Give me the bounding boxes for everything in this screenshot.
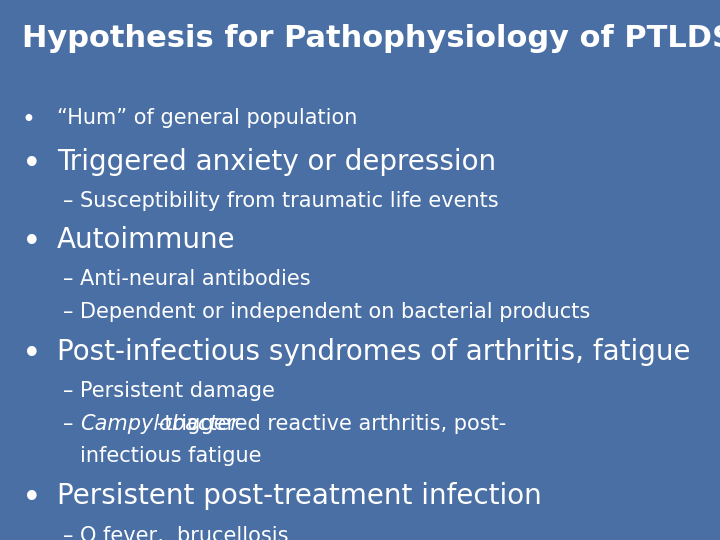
Text: – Dependent or independent on bacterial products: – Dependent or independent on bacterial … — [63, 302, 590, 322]
Text: Triggered anxiety or depression: Triggered anxiety or depression — [57, 148, 496, 176]
Text: Autoimmune: Autoimmune — [57, 226, 235, 254]
Text: – Q fever,  brucellosis: – Q fever, brucellosis — [63, 525, 288, 540]
Text: •: • — [22, 482, 41, 515]
Text: – Susceptibility from traumatic life events: – Susceptibility from traumatic life eve… — [63, 191, 498, 211]
Text: Hypothesis for Pathophysiology of PTLDS: Hypothesis for Pathophysiology of PTLDS — [22, 24, 720, 53]
Text: Post-infectious syndromes of arthritis, fatigue: Post-infectious syndromes of arthritis, … — [57, 338, 690, 366]
Text: •: • — [22, 148, 41, 181]
Text: •: • — [22, 226, 41, 259]
Text: -triggered reactive arthritis, post-: -triggered reactive arthritis, post- — [156, 414, 506, 434]
Text: Persistent post-treatment infection: Persistent post-treatment infection — [57, 482, 542, 510]
Text: •: • — [22, 107, 35, 132]
Text: “Hum” of general population: “Hum” of general population — [57, 107, 357, 127]
Text: – Anti-neural antibodies: – Anti-neural antibodies — [63, 269, 310, 289]
Text: Campylobacter: Campylobacter — [81, 414, 240, 434]
Text: infectious fatigue: infectious fatigue — [81, 446, 262, 465]
Text: •: • — [22, 338, 41, 370]
Text: –: – — [63, 414, 79, 434]
Text: – Persistent damage: – Persistent damage — [63, 381, 274, 401]
